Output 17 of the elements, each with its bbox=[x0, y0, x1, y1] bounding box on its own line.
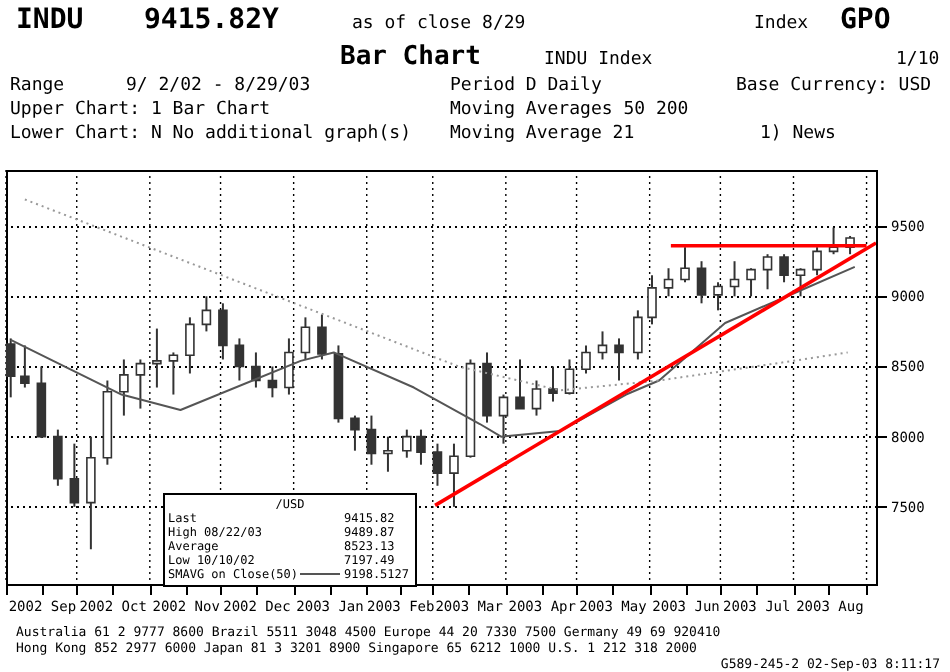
text: Moving Averages 50 200 bbox=[450, 100, 689, 120]
text: 9415.82Y bbox=[144, 4, 280, 36]
text: Period D Daily bbox=[450, 76, 603, 96]
chart-title: Bar Chart bbox=[340, 42, 481, 72]
text: Index bbox=[754, 14, 810, 34]
text: Range bbox=[10, 76, 65, 96]
text: Moving Average 21 bbox=[450, 124, 635, 144]
text: INDU Index bbox=[544, 50, 654, 70]
text: GPO bbox=[840, 4, 891, 36]
text: Upper Chart: 1 Bar Chart bbox=[10, 100, 271, 120]
text: Lower Chart: N No additional graph(s) bbox=[10, 124, 411, 144]
text: INDU bbox=[16, 4, 84, 36]
text: as of close 8/29 bbox=[352, 14, 526, 34]
text: 9/ 2/02 - 8/29/03 bbox=[126, 76, 311, 96]
text: 1) News bbox=[760, 124, 836, 144]
text: Base Currency: USD bbox=[736, 76, 932, 96]
text: 1/10 bbox=[896, 50, 940, 70]
